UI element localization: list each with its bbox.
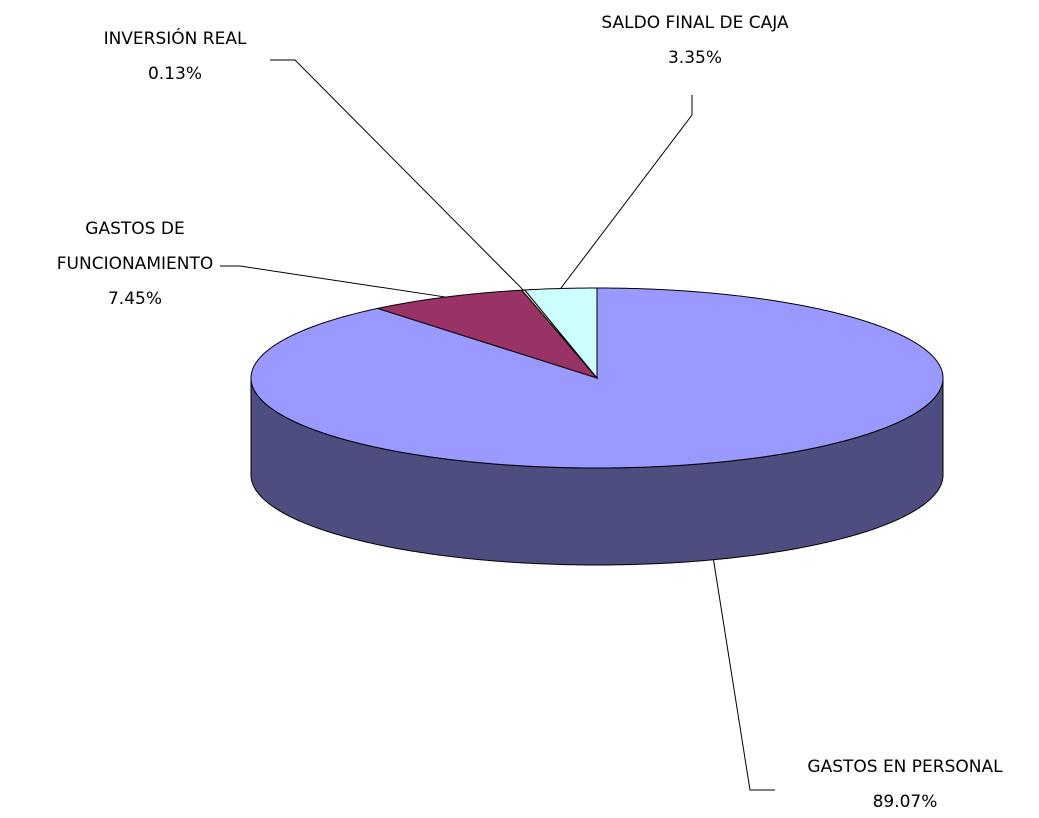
data-label: INVERSIÓN REAL 0.13% [65,22,285,92]
data-label: GASTOS DE FUNCIONAMIENTO 7.45% [35,212,235,317]
leader-line [712,559,775,791]
category-label: INVERSIÓN REAL [103,29,247,49]
value-label: 7.45% [107,289,162,309]
category-label: SALDO FINAL DE CAJA [601,13,789,33]
leader-line [220,265,446,298]
category-label: GASTOS DE FUNCIONAMIENTO [56,219,214,274]
value-label: 0.13% [147,64,202,84]
leader-line [270,59,524,291]
value-label: 89.07% [872,792,938,812]
data-label: GASTOS EN PERSONAL 89.07% [775,750,1035,818]
category-label: GASTOS EN PERSONAL [807,757,1003,777]
value-label: 3.35% [667,48,722,68]
slice [375,289,599,380]
leader-line [560,95,693,289]
data-label: SALDO FINAL DE CAJA 3.35% [555,6,835,76]
